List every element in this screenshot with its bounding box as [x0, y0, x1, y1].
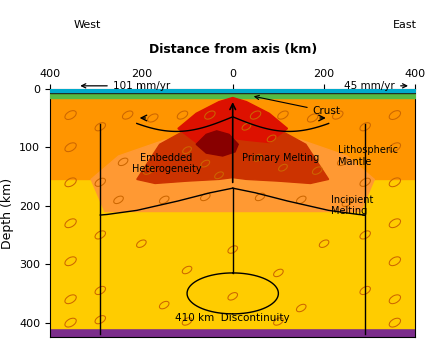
Polygon shape [178, 98, 287, 143]
Polygon shape [91, 130, 374, 212]
Text: Lithospheric
Mantle: Lithospheric Mantle [337, 145, 397, 167]
Text: Primary Melting: Primary Melting [241, 153, 319, 163]
Y-axis label: Depth (km): Depth (km) [0, 178, 13, 248]
Text: Incipient
Melting: Incipient Melting [330, 195, 372, 217]
Text: 101 mm/yr: 101 mm/yr [82, 81, 170, 91]
Text: 45 mm/yr: 45 mm/yr [344, 81, 406, 91]
Text: Crust: Crust [254, 95, 340, 116]
Text: West: West [73, 20, 100, 30]
Title: Distance from axis (km): Distance from axis (km) [148, 43, 316, 56]
Polygon shape [196, 131, 238, 156]
Polygon shape [137, 115, 328, 184]
Text: 410 km  Discontinuity: 410 km Discontinuity [175, 313, 289, 323]
Text: Embedded
Heterogeneity: Embedded Heterogeneity [132, 153, 201, 174]
Text: East: East [391, 20, 416, 30]
